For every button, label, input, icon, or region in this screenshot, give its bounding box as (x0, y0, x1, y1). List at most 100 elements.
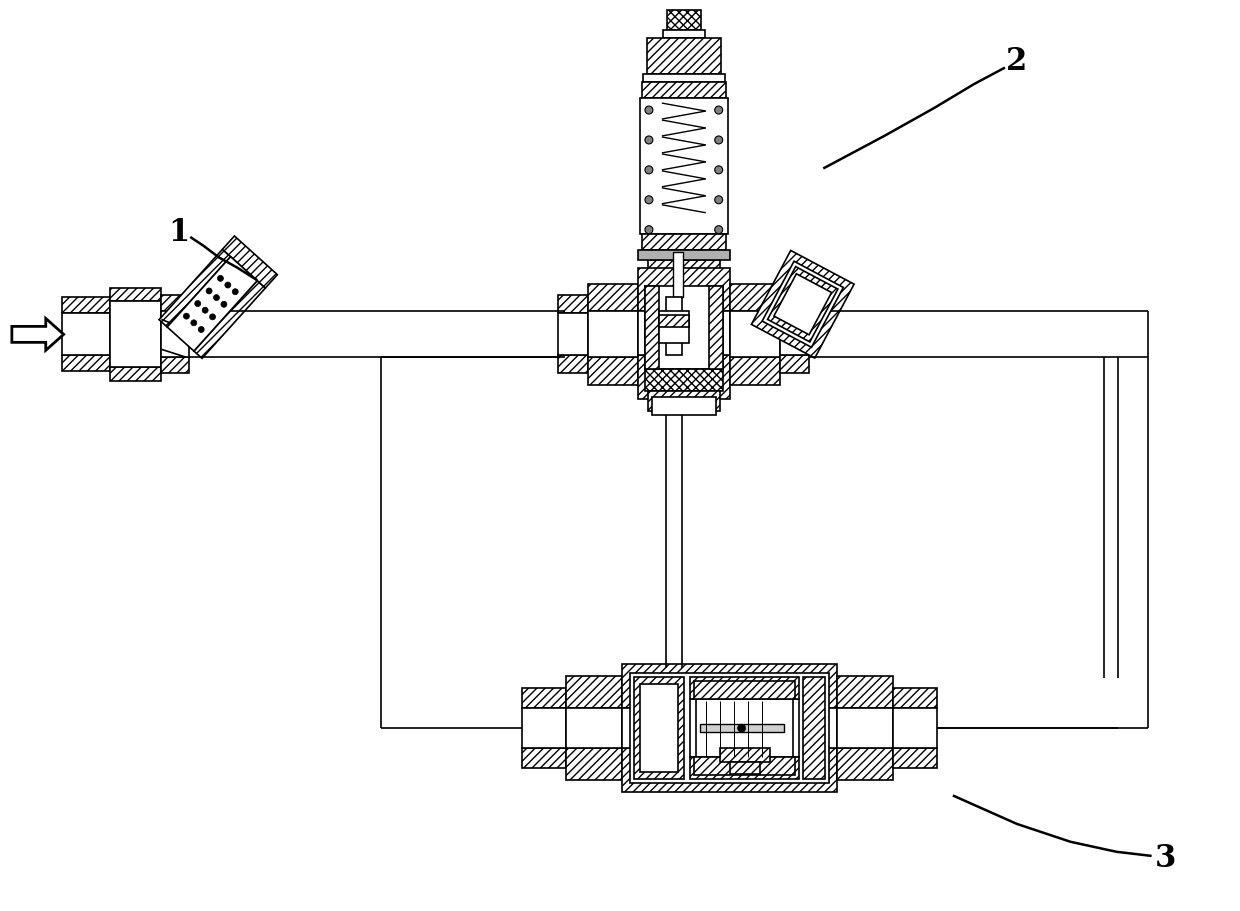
Bar (804, 678, 826, 779)
Bar (62, 298, 109, 314)
Circle shape (645, 227, 653, 234)
Text: 3: 3 (1154, 843, 1176, 874)
Bar (709, 286, 723, 370)
Circle shape (213, 295, 219, 302)
Bar (729, 763, 760, 774)
Bar (622, 748, 837, 792)
Bar (637, 312, 729, 356)
Bar (62, 356, 109, 372)
Bar (649, 392, 719, 412)
Bar (567, 677, 622, 709)
Circle shape (738, 724, 745, 732)
Bar (642, 234, 725, 251)
Bar (780, 356, 810, 374)
Bar (649, 261, 719, 281)
Bar (667, 11, 701, 31)
Bar (673, 252, 683, 298)
Bar (837, 748, 893, 780)
Bar (522, 748, 567, 768)
Bar (751, 251, 854, 359)
Bar (567, 748, 622, 780)
Bar (774, 274, 832, 335)
Circle shape (645, 167, 653, 175)
Bar (622, 665, 837, 709)
Bar (893, 689, 937, 709)
Bar (642, 75, 724, 83)
Bar (222, 237, 278, 289)
Bar (656, 281, 712, 298)
Bar (522, 709, 567, 748)
Bar (780, 314, 810, 356)
Circle shape (714, 137, 723, 145)
Bar (558, 296, 588, 314)
Bar (658, 316, 688, 328)
Bar (588, 358, 637, 385)
Bar (62, 314, 109, 356)
Bar (647, 39, 720, 75)
Bar (719, 748, 770, 763)
Bar (663, 31, 704, 39)
Bar (622, 709, 837, 748)
Circle shape (210, 314, 216, 321)
Bar (658, 312, 688, 344)
Bar (689, 678, 800, 700)
Bar (689, 757, 800, 779)
Bar (893, 709, 937, 748)
Circle shape (714, 107, 723, 115)
Bar (637, 251, 729, 261)
Bar (645, 286, 723, 370)
Bar (193, 281, 265, 359)
Bar (837, 677, 893, 709)
Bar (630, 673, 830, 783)
Bar (763, 262, 843, 348)
Bar (161, 358, 190, 374)
Polygon shape (12, 319, 63, 351)
Bar (640, 99, 728, 234)
Bar (167, 258, 257, 352)
Bar (109, 302, 161, 368)
Bar (893, 748, 937, 768)
Bar (588, 284, 637, 312)
Bar (729, 284, 780, 312)
Circle shape (224, 282, 231, 289)
Circle shape (217, 276, 223, 282)
Bar (558, 356, 588, 374)
Circle shape (645, 197, 653, 205)
Bar (637, 356, 729, 400)
Bar (780, 296, 810, 314)
Bar (689, 700, 800, 757)
Bar (768, 267, 838, 343)
Bar (640, 684, 678, 773)
Circle shape (714, 167, 723, 175)
Bar (634, 678, 683, 779)
Bar (645, 286, 658, 370)
Bar (696, 700, 794, 757)
Circle shape (195, 302, 201, 307)
Bar (642, 83, 725, 99)
Bar (522, 689, 567, 709)
Circle shape (221, 302, 227, 308)
Circle shape (714, 227, 723, 234)
Bar (109, 368, 161, 382)
Bar (652, 398, 715, 415)
Circle shape (645, 107, 653, 115)
Text: 1: 1 (169, 217, 190, 248)
Circle shape (198, 327, 205, 333)
Bar (567, 709, 622, 748)
Bar (645, 370, 723, 392)
Circle shape (206, 289, 212, 294)
Bar (637, 268, 729, 312)
Bar (558, 314, 588, 356)
Circle shape (202, 308, 208, 314)
Circle shape (232, 290, 238, 295)
Bar (161, 296, 190, 312)
Bar (693, 757, 796, 775)
Bar (588, 312, 637, 358)
Bar (161, 312, 190, 358)
Circle shape (645, 137, 653, 145)
Bar (666, 298, 682, 356)
Circle shape (714, 197, 723, 205)
Bar (159, 250, 231, 328)
Circle shape (191, 321, 197, 326)
Bar (693, 681, 796, 700)
